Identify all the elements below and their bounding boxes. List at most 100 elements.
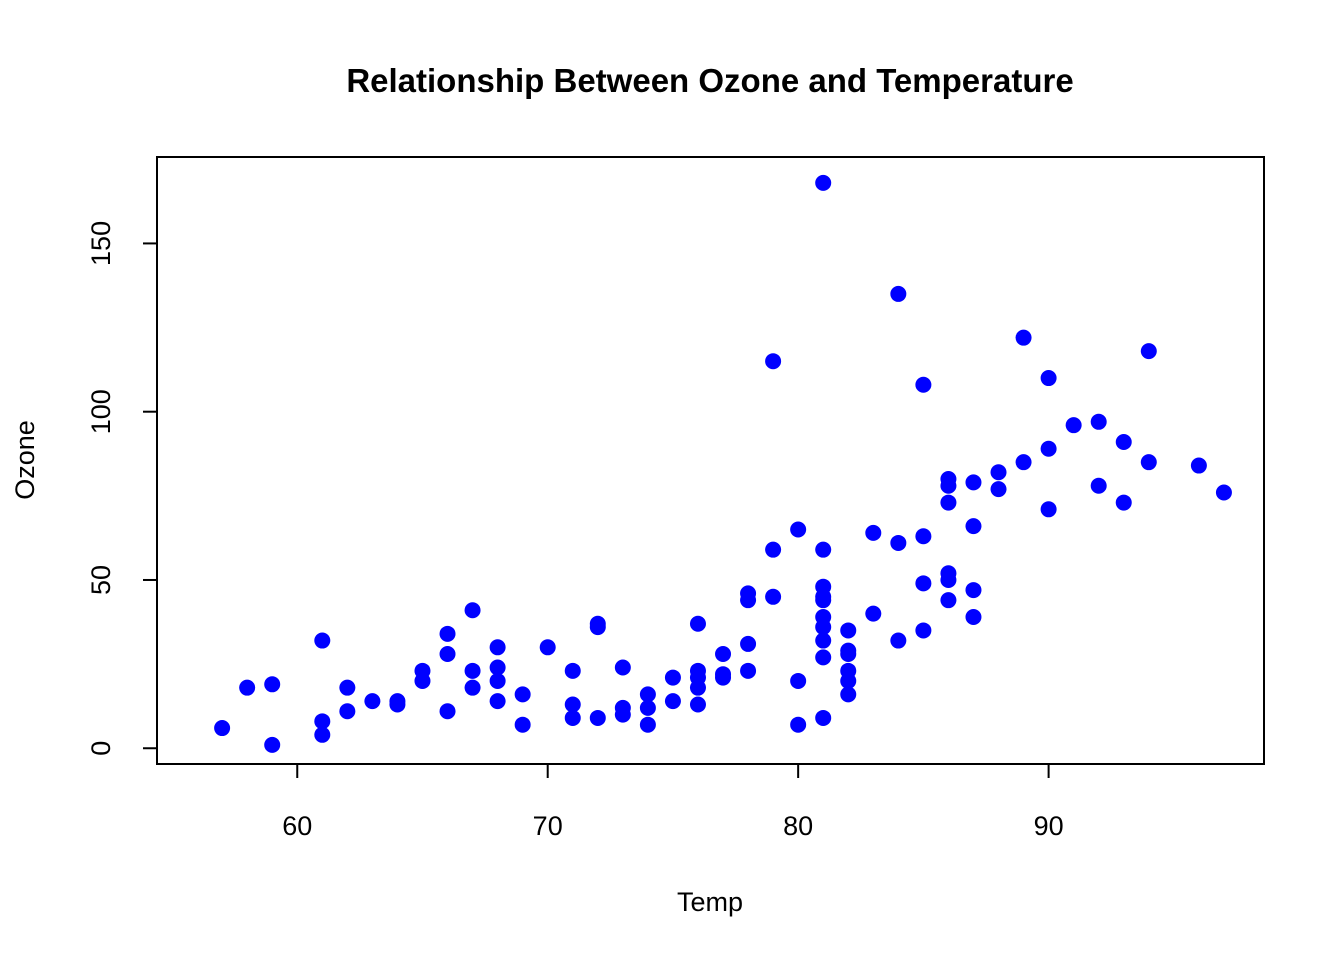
data-point <box>339 679 356 696</box>
data-point <box>940 592 957 609</box>
data-point <box>689 679 706 696</box>
data-point <box>514 716 531 733</box>
data-point <box>664 693 681 710</box>
data-point <box>815 709 832 726</box>
data-point <box>1140 454 1157 471</box>
data-point <box>339 703 356 720</box>
data-point <box>639 716 656 733</box>
x-tick-label: 80 <box>783 811 813 841</box>
data-point <box>990 481 1007 498</box>
data-point <box>815 592 832 609</box>
data-point <box>1090 477 1107 494</box>
data-point <box>489 693 506 710</box>
data-point <box>514 686 531 703</box>
data-point <box>214 720 231 737</box>
x-tick-label: 60 <box>282 811 312 841</box>
data-point <box>1040 370 1057 387</box>
data-point <box>414 672 431 689</box>
data-point <box>1115 494 1132 511</box>
data-point <box>464 679 481 696</box>
data-point <box>464 662 481 679</box>
y-tick-label: 150 <box>86 221 116 266</box>
data-point <box>639 686 656 703</box>
data-point <box>389 696 406 713</box>
data-point <box>489 672 506 689</box>
data-point <box>1190 457 1207 474</box>
data-point <box>965 518 982 535</box>
data-point <box>314 632 331 649</box>
data-point <box>840 646 857 663</box>
data-point <box>364 693 381 710</box>
data-point <box>589 709 606 726</box>
data-point <box>965 608 982 625</box>
data-point <box>439 625 456 642</box>
data-point <box>539 639 556 656</box>
data-point <box>689 696 706 713</box>
data-point <box>264 676 281 693</box>
y-tick-label: 0 <box>86 741 116 756</box>
data-point <box>790 672 807 689</box>
data-point <box>740 592 757 609</box>
data-point <box>890 632 907 649</box>
data-point <box>564 696 581 713</box>
data-point <box>264 736 281 753</box>
data-point <box>314 726 331 743</box>
data-point <box>890 285 907 302</box>
data-point <box>740 635 757 652</box>
data-point <box>765 588 782 605</box>
data-point <box>489 659 506 676</box>
data-point <box>865 524 882 541</box>
data-point <box>689 615 706 632</box>
data-point <box>815 649 832 666</box>
data-point <box>715 669 732 686</box>
data-point <box>740 662 757 679</box>
y-axis-label: Ozone <box>10 420 40 500</box>
y-tick-label: 100 <box>86 389 116 434</box>
x-tick-label: 90 <box>1034 811 1064 841</box>
data-point <box>239 679 256 696</box>
data-point <box>765 541 782 558</box>
data-point <box>1115 433 1132 450</box>
data-point <box>915 528 932 545</box>
data-point <box>865 605 882 622</box>
data-point <box>1140 343 1157 360</box>
y-tick-label: 50 <box>86 565 116 595</box>
chart-title: Relationship Between Ozone and Temperatu… <box>346 62 1073 99</box>
data-point <box>915 376 932 393</box>
data-point <box>965 582 982 599</box>
data-point <box>464 602 481 619</box>
data-point <box>790 716 807 733</box>
data-point <box>1040 440 1057 457</box>
data-point <box>840 686 857 703</box>
data-point <box>840 672 857 689</box>
x-axis: 60 70 80 90 <box>282 763 1064 841</box>
data-point <box>664 669 681 686</box>
data-point <box>564 709 581 726</box>
x-tick-label: 70 <box>533 811 563 841</box>
data-point <box>1015 329 1032 346</box>
data-point <box>1040 501 1057 518</box>
data-points <box>214 174 1232 753</box>
data-point <box>614 659 631 676</box>
data-point <box>439 646 456 663</box>
data-point <box>765 353 782 370</box>
x-axis-label: Temp <box>677 887 743 917</box>
data-point <box>715 646 732 663</box>
data-point <box>1015 454 1032 471</box>
data-point <box>890 534 907 551</box>
data-point <box>915 575 932 592</box>
data-point <box>940 494 957 511</box>
data-point <box>639 699 656 716</box>
data-point <box>815 174 832 191</box>
data-point <box>1215 484 1232 501</box>
data-point <box>614 706 631 723</box>
data-point <box>915 622 932 639</box>
data-point <box>1065 417 1082 434</box>
data-point <box>1090 413 1107 430</box>
y-axis: 0 50 100 150 <box>86 221 158 756</box>
data-point <box>815 632 832 649</box>
data-point <box>790 521 807 538</box>
data-point <box>314 713 331 730</box>
data-point <box>965 474 982 491</box>
